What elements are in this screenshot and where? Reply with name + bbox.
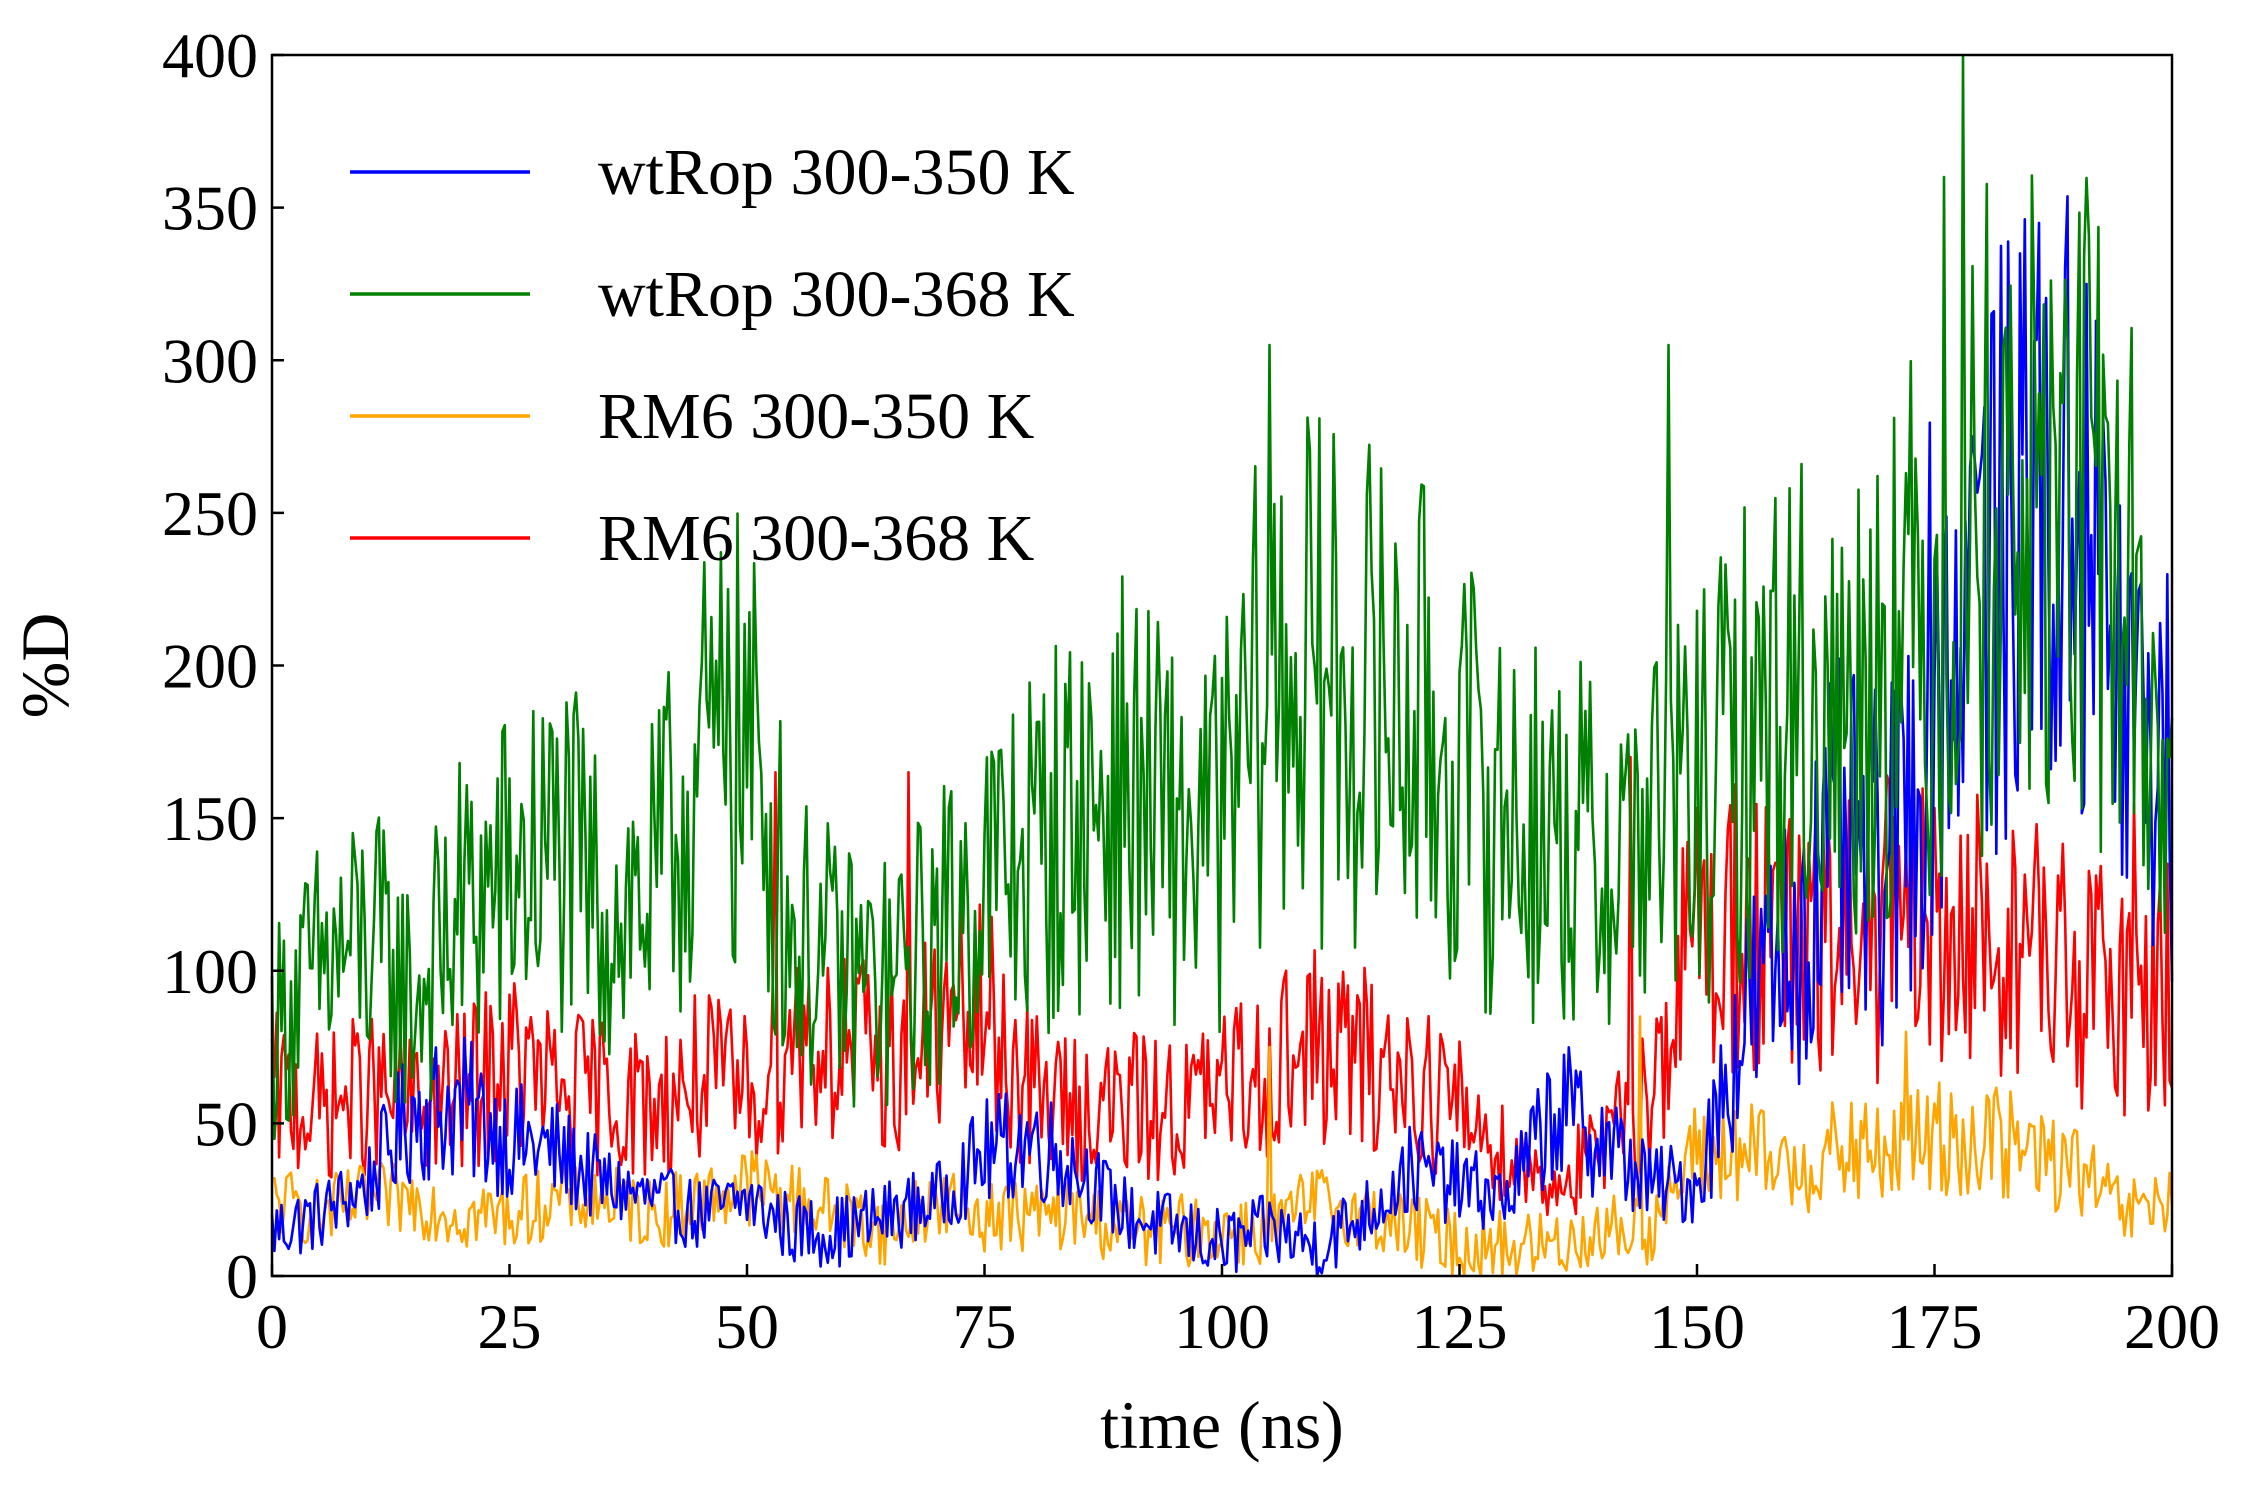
- x-tick-label: 150: [1649, 1291, 1745, 1362]
- legend-label: RM6 300-350 K: [598, 380, 1034, 453]
- y-tick-label: 200: [162, 631, 258, 702]
- x-tick-label: 175: [1887, 1291, 1983, 1362]
- x-tick-label: 25: [478, 1291, 542, 1362]
- x-tick-label: 100: [1174, 1291, 1270, 1362]
- legend-label: RM6 300-368 K: [598, 502, 1034, 575]
- x-tick-label: 50: [715, 1291, 779, 1362]
- x-tick-label: 0: [256, 1291, 288, 1362]
- series-line: [270, 755, 2174, 1217]
- legend: wtRop 300-350 K wtRop 300-368 K RM6 300-35…: [350, 136, 1075, 575]
- x-tick-label: 200: [2124, 1291, 2220, 1362]
- series-layer: [270, 53, 2174, 1278]
- legend-label: wtRop 300-350 K: [598, 136, 1075, 209]
- y-tick-label: 100: [162, 936, 258, 1007]
- x-axis-label: time (ns): [1100, 1387, 1344, 1463]
- y-tick-label: 50: [194, 1088, 258, 1159]
- tick-layer: 0 25 50 75 100 125 150 175 200 0 50 100 150 200 250 300…: [162, 20, 2220, 1362]
- y-tick-label: 400: [162, 20, 258, 91]
- y-tick-label: 350: [162, 173, 258, 244]
- y-tick-label: 0: [226, 1241, 258, 1312]
- series-line: [270, 53, 2174, 1141]
- y-tick-label: 250: [162, 478, 258, 549]
- y-axis-label: %D: [7, 613, 83, 719]
- legend-label: wtRop 300-368 K: [598, 258, 1075, 331]
- series-line: [270, 195, 2174, 1278]
- x-tick-label: 125: [1412, 1291, 1508, 1362]
- x-tick-label: 75: [953, 1291, 1017, 1362]
- y-tick-label: 300: [162, 325, 258, 396]
- y-tick-label: 150: [162, 783, 258, 854]
